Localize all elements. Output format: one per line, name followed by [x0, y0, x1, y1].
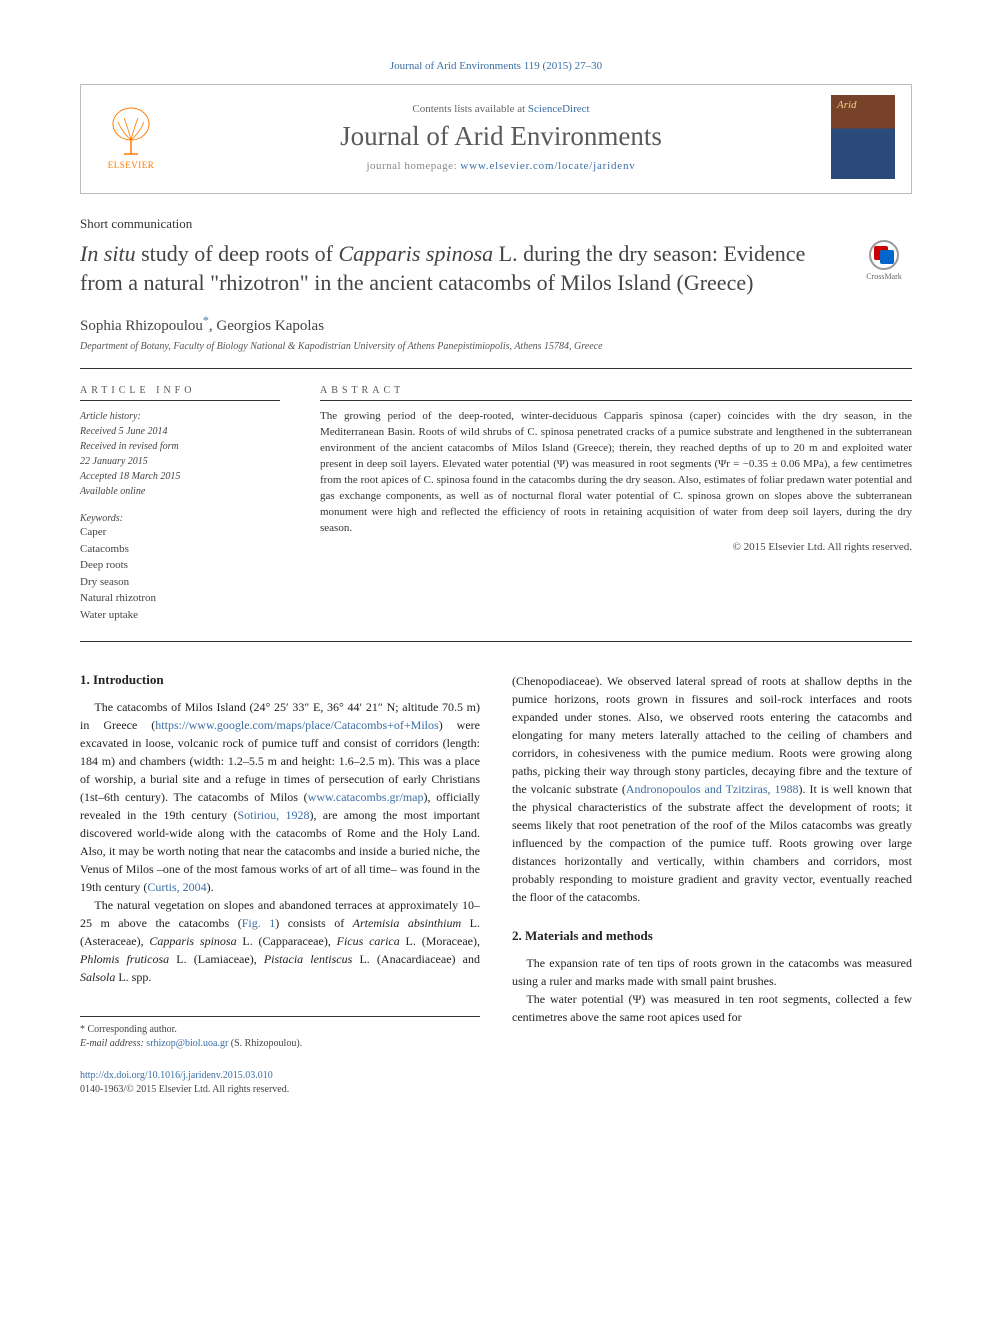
species-name: Phlomis fruticosa	[80, 952, 169, 966]
section-1-heading: 1. Introduction	[80, 672, 480, 688]
section-2-heading: 2. Materials and methods	[512, 928, 912, 944]
species-name: Capparis spinosa	[149, 934, 236, 948]
intro-para-2: The natural vegetation on slopes and aba…	[80, 896, 480, 986]
title-part-italic-1: In situ	[80, 241, 136, 266]
ref-sotiriou[interactable]: Sotiriou, 1928	[238, 808, 310, 822]
abstract-copyright: © 2015 Elsevier Ltd. All rights reserved…	[320, 541, 912, 553]
ref-andronopoulos[interactable]: Andronopoulos and Tzitziras, 1988	[626, 782, 799, 796]
intro-para-1: The catacombs of Milos Island (24° 25′ 3…	[80, 698, 480, 896]
article-meta-row: ARTICLE INFO Article history: Received 5…	[80, 385, 912, 623]
text-span: ). It is well known that the physical ch…	[512, 782, 912, 904]
species-name: Pistacia lentiscus	[264, 952, 352, 966]
corresponding-footnote: * Corresponding author.	[80, 1023, 480, 1037]
text-span: L. (Anacardiaceae) and	[352, 952, 480, 966]
history-accepted: Accepted 18 March 2015	[80, 469, 280, 484]
intro-para-3: (Chenopodiaceae). We observed lateral sp…	[512, 672, 912, 906]
homepage-link[interactable]: www.elsevier.com/locate/jaridenv	[460, 160, 635, 172]
history-revised-2: 22 January 2015	[80, 454, 280, 469]
email-who: (S. Rhizopoulou).	[228, 1038, 302, 1049]
keywords-block: Keywords: Caper Catacombs Deep roots Dry…	[80, 513, 280, 623]
elsevier-logo[interactable]: ELSEVIER	[97, 98, 165, 176]
journal-name: Journal of Arid Environments	[181, 121, 821, 152]
article-title: In situ study of deep roots of Capparis …	[80, 240, 840, 297]
contents-prefix: Contents lists available at	[412, 103, 527, 115]
crossmark-icon	[869, 240, 899, 270]
page-container: Journal of Arid Environments 119 (2015) …	[0, 0, 992, 1137]
top-citation: Journal of Arid Environments 119 (2015) …	[80, 60, 912, 72]
history-revised-1: Received in revised form	[80, 439, 280, 454]
doi-link[interactable]: http://dx.doi.org/10.1016/j.jaridenv.201…	[80, 1070, 273, 1081]
keywords-label: Keywords:	[80, 513, 280, 524]
body-columns: 1. Introduction The catacombs of Milos I…	[80, 672, 912, 1051]
keyword-item: Natural rhizotron	[80, 590, 280, 607]
authors-line: Sophia Rhizopoulou*, Georgios Kapolas	[80, 313, 912, 335]
history-received: Received 5 June 2014	[80, 424, 280, 439]
column-left: 1. Introduction The catacombs of Milos I…	[80, 672, 480, 1051]
keywords-list: Caper Catacombs Deep roots Dry season Na…	[80, 524, 280, 623]
ref-fig1[interactable]: Fig. 1	[242, 916, 276, 930]
sciencedirect-link[interactable]: ScienceDirect	[528, 103, 590, 115]
keyword-item: Water uptake	[80, 607, 280, 624]
text-span: L. (Moraceae),	[400, 934, 480, 948]
abstract-block: ABSTRACT The growing period of the deep-…	[320, 385, 912, 623]
history-online: Available online	[80, 484, 280, 499]
doi-copyright: 0140-1963/© 2015 Elsevier Ltd. All right…	[80, 1084, 289, 1095]
ref-curtis[interactable]: Curtis, 2004	[147, 880, 206, 894]
rule-top	[80, 368, 912, 369]
document-type: Short communication	[80, 216, 912, 232]
keyword-item: Deep roots	[80, 557, 280, 574]
abstract-heading: ABSTRACT	[320, 385, 912, 401]
text-span: L. (Capparaceae),	[237, 934, 337, 948]
author-2: Georgios Kapolas	[216, 318, 324, 334]
title-part-italic-2: Capparis spinosa	[338, 241, 493, 266]
text-span: ) consists of	[275, 916, 352, 930]
homepage-line: journal homepage: www.elsevier.com/locat…	[181, 160, 821, 172]
crossmark-button[interactable]: CrossMark	[856, 240, 912, 282]
header-center: Contents lists available at ScienceDirec…	[181, 103, 821, 172]
keyword-item: Catacombs	[80, 541, 280, 558]
text-span: (Chenopodiaceae). We observed lateral sp…	[512, 674, 912, 796]
author-1: Sophia Rhizopoulou	[80, 318, 203, 334]
title-part-2: study of deep roots of	[136, 241, 339, 266]
text-span: L. (Lamiaceae),	[169, 952, 264, 966]
text-span: L. spp.	[115, 970, 151, 984]
methods-para-1: The expansion rate of ten tips of roots …	[512, 954, 912, 990]
keyword-item: Dry season	[80, 574, 280, 591]
rule-bottom	[80, 641, 912, 642]
email-label: E-mail address:	[80, 1038, 146, 1049]
article-info-block: ARTICLE INFO Article history: Received 5…	[80, 385, 280, 623]
doi-block: http://dx.doi.org/10.1016/j.jaridenv.201…	[80, 1069, 912, 1097]
maps-link[interactable]: https://www.google.com/maps/place/Cataco…	[155, 718, 438, 732]
email-link[interactable]: srhizop@biol.uoa.gr	[146, 1038, 228, 1049]
column-right: (Chenopodiaceae). We observed lateral sp…	[512, 672, 912, 1051]
catacombs-link[interactable]: www.catacombs.gr/map	[308, 790, 424, 804]
affiliation: Department of Botany, Faculty of Biology…	[80, 341, 912, 352]
title-row: In situ study of deep roots of Capparis …	[80, 240, 912, 297]
species-name: Ficus carica	[337, 934, 400, 948]
elsevier-wordmark: ELSEVIER	[108, 160, 155, 170]
abstract-text: The growing period of the deep-rooted, w…	[320, 409, 912, 537]
methods-para-2: The water potential (Ψ) was measured in …	[512, 990, 912, 1026]
crossmark-label: CrossMark	[866, 272, 902, 281]
journal-cover-thumbnail[interactable]	[831, 95, 895, 179]
elsevier-tree-icon	[104, 104, 158, 158]
species-name: Artemisia absinthium	[353, 916, 462, 930]
keyword-item: Caper	[80, 524, 280, 541]
species-name: Salsola	[80, 970, 115, 984]
footnote-block: * Corresponding author. E-mail address: …	[80, 1016, 480, 1051]
history-label: Article history:	[80, 409, 280, 424]
homepage-prefix: journal homepage:	[366, 160, 460, 172]
article-info-heading: ARTICLE INFO	[80, 385, 280, 401]
email-footnote: E-mail address: srhizop@biol.uoa.gr (S. …	[80, 1037, 480, 1051]
article-history: Article history: Received 5 June 2014 Re…	[80, 409, 280, 499]
contents-lists-line: Contents lists available at ScienceDirec…	[181, 103, 821, 115]
text-span: ).	[207, 880, 214, 894]
journal-header: ELSEVIER Contents lists available at Sci…	[80, 84, 912, 194]
